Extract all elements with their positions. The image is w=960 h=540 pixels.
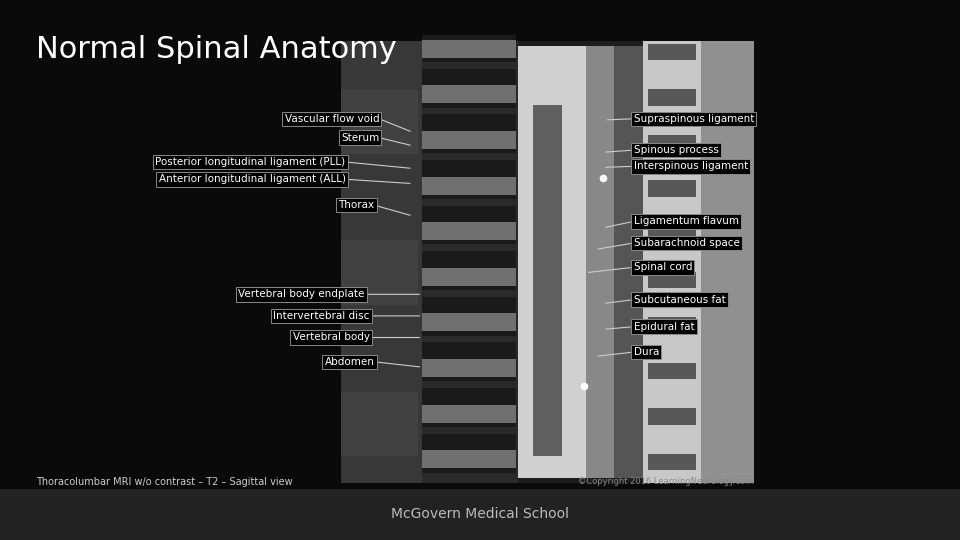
FancyBboxPatch shape (422, 355, 516, 381)
FancyBboxPatch shape (701, 40, 754, 483)
Text: Posterior longitudinal ligament (PLL): Posterior longitudinal ligament (PLL) (156, 157, 346, 167)
FancyBboxPatch shape (422, 240, 516, 245)
Text: Anterior longitudinal ligament (ALL): Anterior longitudinal ligament (ALL) (158, 174, 346, 184)
Text: Interspinous ligament: Interspinous ligament (634, 161, 748, 171)
Text: Sterum: Sterum (341, 133, 379, 143)
Text: Ligamentum flavum: Ligamentum flavum (634, 217, 738, 226)
FancyBboxPatch shape (422, 114, 516, 126)
FancyBboxPatch shape (422, 36, 516, 40)
Text: Subcutaneous fat: Subcutaneous fat (634, 295, 726, 305)
FancyBboxPatch shape (422, 355, 516, 359)
Text: Supraspinous ligament: Supraspinous ligament (634, 114, 754, 124)
Text: Vascular flow void: Vascular flow void (284, 114, 379, 124)
FancyBboxPatch shape (422, 36, 516, 62)
FancyBboxPatch shape (422, 342, 516, 355)
Text: ©Copyright 2016 LearningNeurology.com: ©Copyright 2016 LearningNeurology.com (578, 477, 754, 486)
FancyBboxPatch shape (648, 89, 696, 106)
Text: McGovern Medical School: McGovern Medical School (391, 507, 569, 521)
Text: Abdomen: Abdomen (324, 357, 374, 367)
FancyBboxPatch shape (422, 264, 516, 268)
Text: Thorax: Thorax (338, 200, 374, 210)
FancyBboxPatch shape (648, 317, 696, 334)
FancyBboxPatch shape (422, 81, 516, 85)
FancyBboxPatch shape (422, 206, 516, 218)
FancyBboxPatch shape (422, 468, 516, 472)
FancyBboxPatch shape (614, 46, 643, 478)
FancyBboxPatch shape (422, 194, 516, 199)
FancyBboxPatch shape (422, 423, 516, 427)
FancyBboxPatch shape (422, 264, 516, 290)
FancyBboxPatch shape (422, 172, 516, 199)
FancyBboxPatch shape (648, 363, 696, 379)
FancyBboxPatch shape (422, 126, 516, 153)
FancyBboxPatch shape (648, 408, 696, 425)
FancyBboxPatch shape (0, 489, 960, 540)
Text: Dura: Dura (634, 347, 659, 357)
FancyBboxPatch shape (648, 454, 696, 470)
FancyBboxPatch shape (422, 40, 518, 483)
FancyBboxPatch shape (648, 180, 696, 197)
Text: Spinal cord: Spinal cord (634, 262, 692, 272)
FancyBboxPatch shape (422, 218, 516, 245)
Text: Vertebral body endplate: Vertebral body endplate (238, 289, 365, 299)
FancyBboxPatch shape (422, 286, 516, 290)
FancyBboxPatch shape (422, 103, 516, 107)
FancyBboxPatch shape (422, 309, 516, 313)
FancyBboxPatch shape (422, 434, 516, 446)
Text: Subarachnoid space: Subarachnoid space (634, 238, 739, 248)
FancyBboxPatch shape (648, 226, 696, 242)
FancyBboxPatch shape (648, 272, 696, 288)
FancyBboxPatch shape (422, 332, 516, 336)
FancyBboxPatch shape (643, 40, 701, 483)
Text: Vertebral body: Vertebral body (293, 333, 370, 342)
FancyBboxPatch shape (422, 172, 516, 177)
FancyBboxPatch shape (422, 309, 516, 336)
Text: Intervertebral disc: Intervertebral disc (274, 311, 370, 321)
FancyBboxPatch shape (422, 69, 516, 81)
Text: Epidural fat: Epidural fat (634, 322, 694, 332)
FancyBboxPatch shape (341, 240, 418, 305)
FancyBboxPatch shape (586, 46, 614, 478)
Text: Thoracolumbar MRI w/o contrast – T2 – Sagittal view: Thoracolumbar MRI w/o contrast – T2 – Sa… (36, 477, 293, 487)
FancyBboxPatch shape (422, 218, 516, 222)
FancyBboxPatch shape (422, 446, 516, 472)
FancyBboxPatch shape (648, 135, 696, 151)
FancyBboxPatch shape (422, 446, 516, 450)
FancyBboxPatch shape (533, 105, 562, 456)
Text: Normal Spinal Anatomy: Normal Spinal Anatomy (36, 35, 397, 64)
FancyBboxPatch shape (648, 44, 696, 60)
FancyBboxPatch shape (341, 89, 418, 154)
FancyBboxPatch shape (518, 46, 586, 478)
FancyBboxPatch shape (422, 400, 516, 404)
FancyBboxPatch shape (422, 126, 516, 131)
FancyBboxPatch shape (422, 296, 516, 309)
FancyBboxPatch shape (341, 40, 422, 483)
FancyBboxPatch shape (422, 149, 516, 153)
FancyBboxPatch shape (422, 400, 516, 427)
FancyBboxPatch shape (341, 40, 754, 483)
FancyBboxPatch shape (422, 377, 516, 381)
FancyBboxPatch shape (422, 58, 516, 62)
Text: Spinous process: Spinous process (634, 145, 718, 155)
FancyBboxPatch shape (422, 251, 516, 264)
FancyBboxPatch shape (422, 388, 516, 400)
FancyBboxPatch shape (422, 160, 516, 172)
FancyBboxPatch shape (341, 392, 418, 456)
FancyBboxPatch shape (422, 81, 516, 107)
